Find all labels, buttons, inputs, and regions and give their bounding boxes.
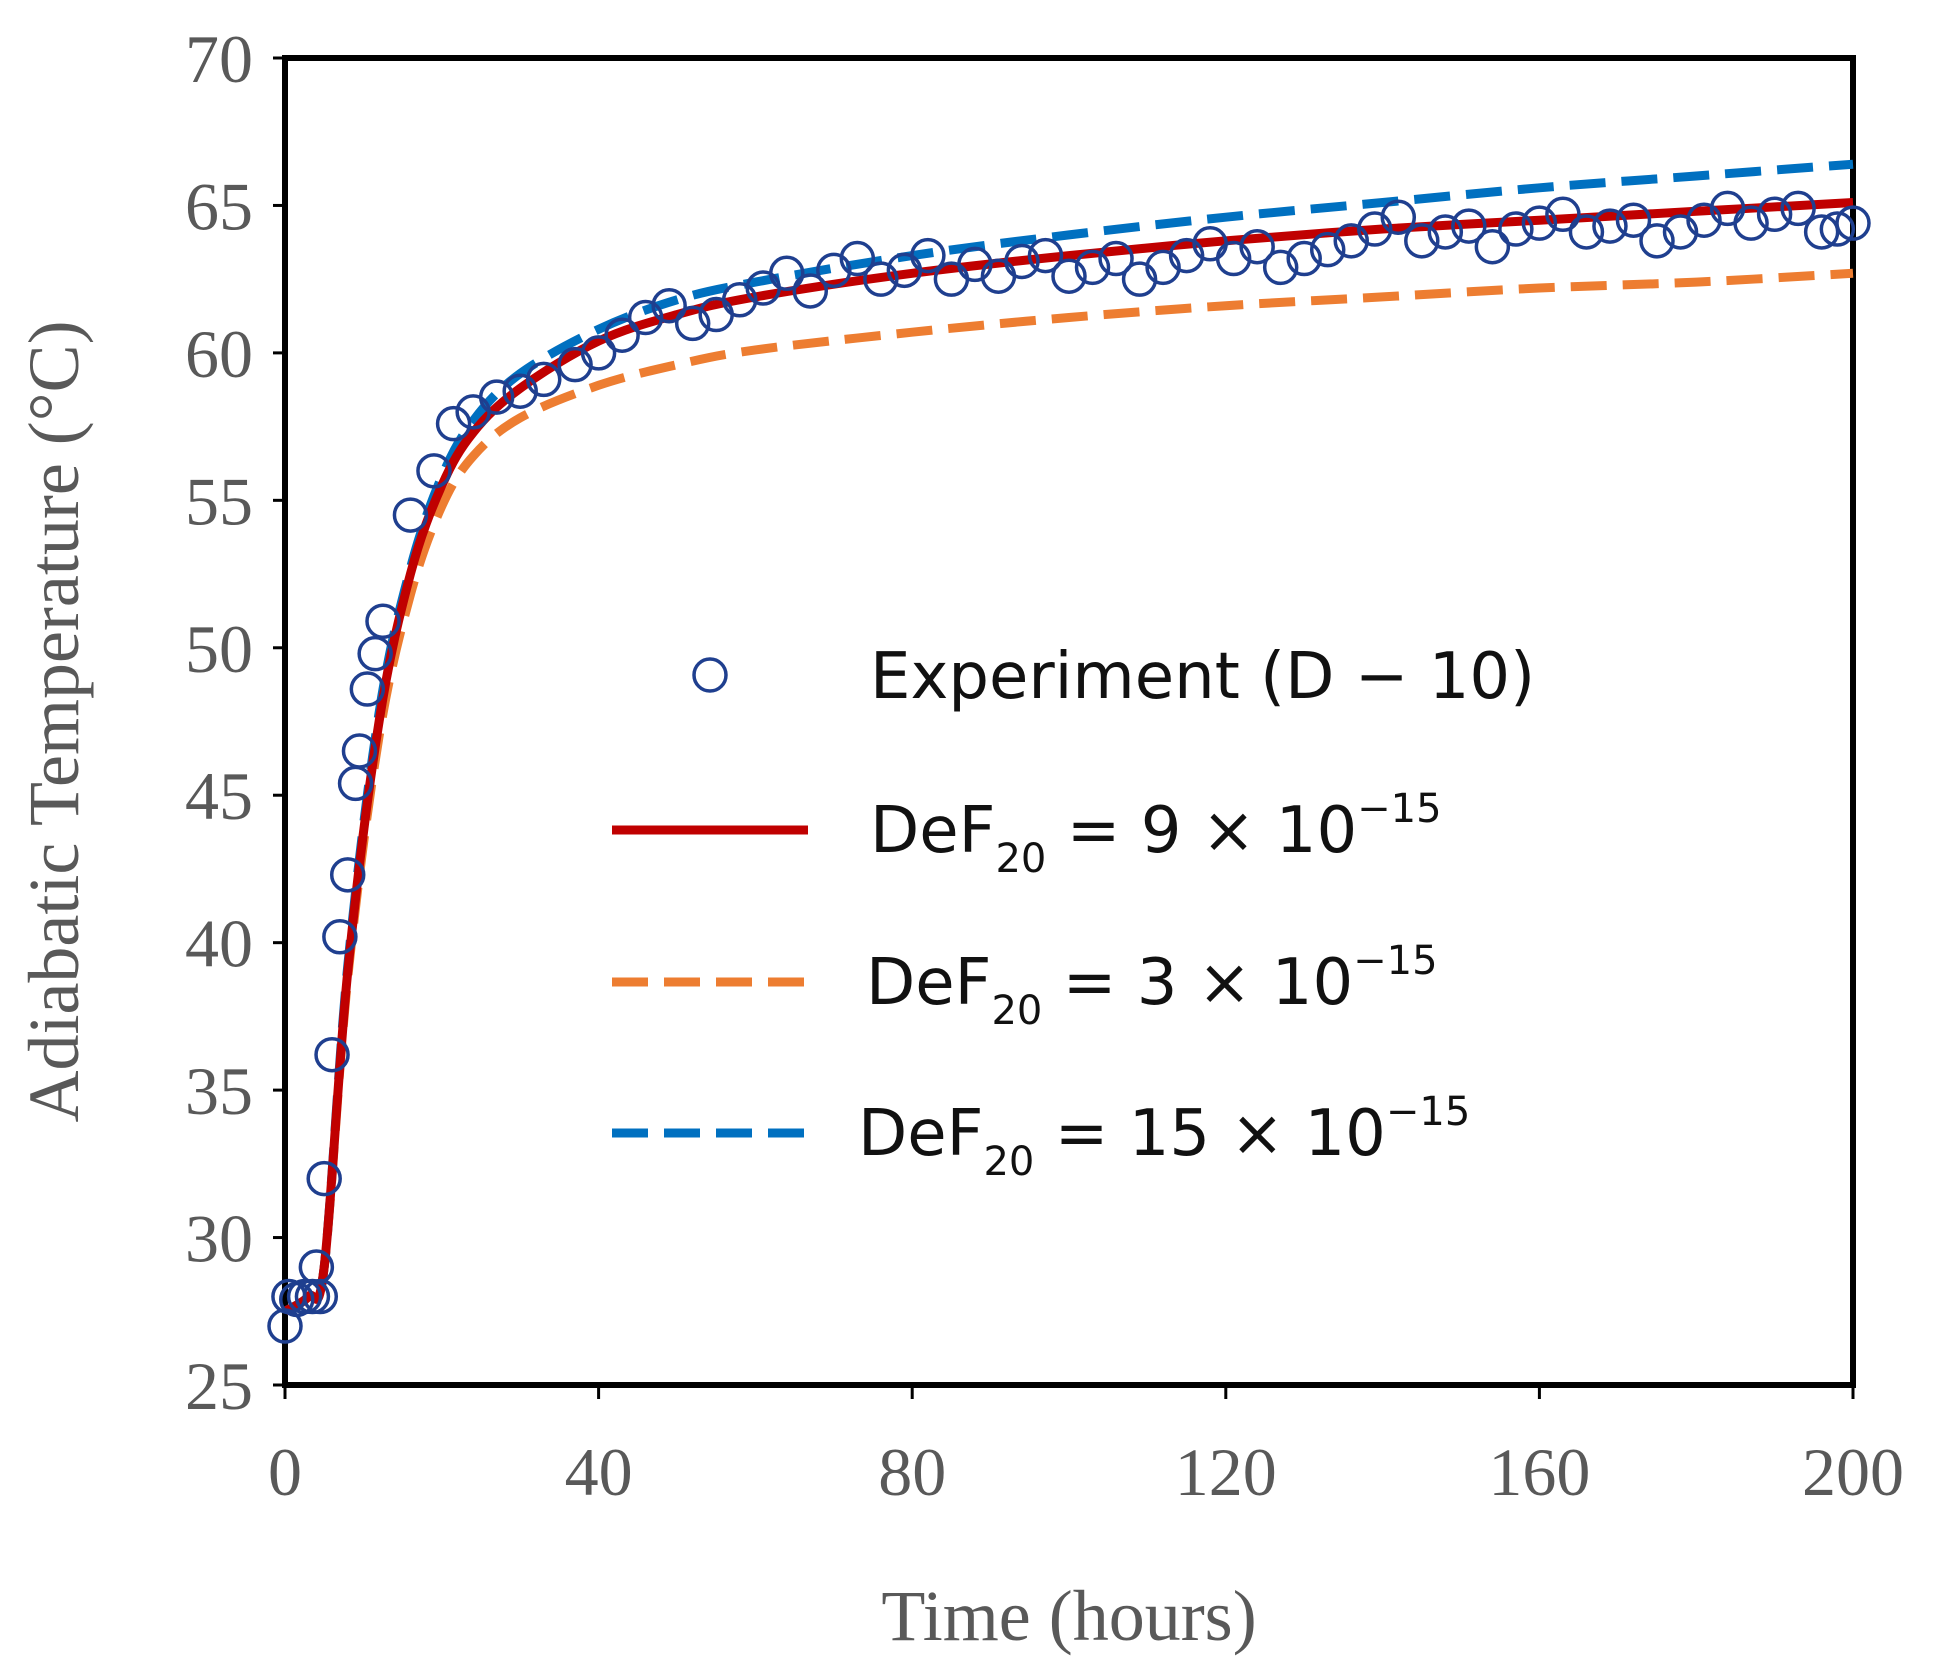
experiment-point bbox=[1568, 214, 1605, 250]
experiment-point bbox=[1286, 240, 1322, 277]
experiment-points bbox=[267, 190, 1871, 1344]
experiment-point bbox=[557, 346, 593, 383]
experiment-point bbox=[435, 405, 472, 442]
experiment-point bbox=[1380, 199, 1417, 235]
experiment-point bbox=[1615, 202, 1652, 238]
experiment-point bbox=[302, 1278, 339, 1315]
y-tick-label: 40 bbox=[185, 906, 253, 982]
experiment-point bbox=[1756, 196, 1793, 233]
experiment-point bbox=[306, 1160, 342, 1197]
experiment-point bbox=[627, 299, 664, 336]
experiment-point bbox=[769, 255, 805, 292]
experiment-point bbox=[1074, 249, 1111, 286]
experiment-point bbox=[525, 361, 562, 398]
y-tick-label: 65 bbox=[185, 168, 253, 244]
experiment-point bbox=[1215, 240, 1252, 277]
experiment-point bbox=[1121, 261, 1158, 297]
experiment-point bbox=[1309, 231, 1346, 268]
experiment-point bbox=[674, 305, 711, 342]
experiment-point bbox=[1819, 211, 1856, 247]
legend: Experiment (D − 10) DeF20 = 9 × 10−15 DeF2… bbox=[612, 640, 1535, 1185]
experiment-point bbox=[1451, 208, 1487, 244]
experiment-point bbox=[580, 335, 617, 371]
experiment-point bbox=[502, 373, 538, 409]
experiment-point bbox=[1733, 205, 1769, 241]
y-tick-label: 30 bbox=[185, 1201, 253, 1277]
experiment-point bbox=[721, 282, 758, 318]
experiment-point bbox=[349, 671, 386, 707]
legend-label-1: DeF20 = 3 × 10−15 bbox=[866, 938, 1438, 1034]
experiment-point bbox=[1357, 211, 1393, 247]
experiment-point bbox=[957, 246, 993, 283]
experiment-point bbox=[314, 1036, 350, 1073]
experiment-point bbox=[1835, 205, 1871, 241]
legend-label-experiment: Experiment (D − 10) bbox=[870, 640, 1535, 714]
experiment-point bbox=[392, 497, 429, 533]
experiment-point bbox=[1474, 228, 1511, 265]
experiment-point bbox=[1404, 223, 1440, 259]
experiment-point bbox=[1027, 237, 1064, 274]
experiment-point bbox=[294, 1278, 331, 1315]
legend-label-2: DeF20 = 15 × 10−15 bbox=[858, 1089, 1470, 1185]
y-tick-label: 60 bbox=[185, 316, 253, 392]
y-tick-label: 25 bbox=[185, 1348, 253, 1424]
experiment-point bbox=[1262, 249, 1299, 286]
y-axis-title: Adiabatic Temperature (°C) bbox=[14, 320, 94, 1122]
x-tick-label: 120 bbox=[1175, 1434, 1277, 1510]
experiment-point bbox=[1498, 211, 1534, 247]
experiment-point bbox=[1662, 214, 1699, 250]
experiment-point bbox=[1545, 196, 1581, 233]
experiment-point bbox=[322, 919, 358, 955]
x-axis-title: Time (hours) bbox=[881, 1576, 1256, 1656]
experiment-point bbox=[604, 317, 640, 353]
experiment-point bbox=[1686, 202, 1722, 238]
experiment-point bbox=[341, 733, 378, 769]
experiment-point bbox=[839, 240, 876, 277]
experiment-point bbox=[1239, 228, 1275, 265]
experiment-point bbox=[1145, 249, 1181, 286]
experiment-point bbox=[365, 603, 401, 639]
x-tick-label: 0 bbox=[268, 1434, 302, 1510]
series-line-1 bbox=[282, 268, 1854, 1316]
experiment-point bbox=[863, 261, 899, 297]
experiment-point bbox=[329, 857, 366, 893]
experiment-point bbox=[478, 379, 515, 415]
experiment-point bbox=[910, 237, 946, 274]
experiment-point bbox=[286, 1278, 323, 1315]
ticks: 0 40 80 120 160 200 25 30 35 40 45 50 55 60 65 70 bbox=[185, 21, 1904, 1510]
experiment-point bbox=[651, 287, 687, 324]
experiment-point bbox=[1780, 190, 1816, 227]
experiment-point bbox=[1333, 223, 1369, 259]
x-tick-label: 160 bbox=[1488, 1434, 1590, 1510]
y-tick-label: 55 bbox=[185, 463, 253, 539]
legend-label-0: DeF20 = 9 × 10−15 bbox=[870, 786, 1442, 882]
experiment-point bbox=[1592, 208, 1628, 244]
legend-marker-experiment bbox=[692, 657, 728, 693]
x-tick-label: 200 bbox=[1802, 1434, 1904, 1510]
experiment-point bbox=[816, 252, 852, 289]
x-tick-label: 80 bbox=[878, 1434, 946, 1510]
experiment-point bbox=[1639, 223, 1675, 259]
experiment-point bbox=[792, 273, 829, 309]
experiment-point bbox=[416, 453, 452, 489]
axes bbox=[282, 55, 1856, 1388]
experiment-point bbox=[357, 635, 393, 672]
axis-labels: Time (hours) Adiabatic Temperature (°C) bbox=[14, 320, 1257, 1656]
experiment-point bbox=[1098, 240, 1134, 277]
experiment-point bbox=[1168, 237, 1205, 274]
y-tick-label: 45 bbox=[185, 758, 253, 834]
x-tick-label: 40 bbox=[565, 1434, 633, 1510]
y-tick-label: 70 bbox=[185, 21, 253, 97]
y-tick-label: 35 bbox=[185, 1053, 253, 1129]
experiment-point bbox=[1004, 243, 1040, 280]
plot-frame bbox=[282, 55, 1856, 1388]
experiment-point bbox=[1521, 205, 1558, 241]
y-tick-label: 50 bbox=[185, 611, 253, 687]
experiment-point bbox=[1051, 258, 1087, 294]
experiment-point bbox=[298, 1249, 335, 1285]
experiment-point bbox=[1427, 214, 1464, 250]
